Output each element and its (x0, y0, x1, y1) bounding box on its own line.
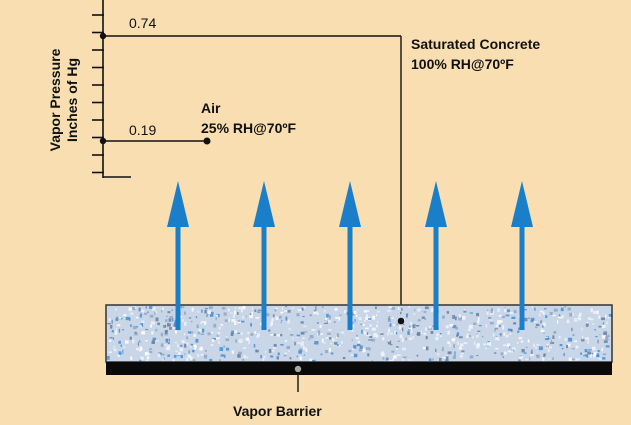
axis-dot-019 (100, 138, 106, 144)
axis-dot-074 (100, 33, 106, 39)
vapor-barrier (106, 362, 612, 375)
value-label-074: 0.74 (129, 15, 156, 31)
concrete-slab (106, 305, 612, 364)
air-end-dot (204, 138, 211, 145)
air-label: Air 25% RH@70ºF (201, 98, 296, 138)
vapor-barrier-dot (295, 366, 301, 372)
saturated-concrete-dot (398, 318, 405, 325)
axis-title-line1: Vapor Pressure (47, 49, 64, 152)
value-label-019: 0.19 (129, 122, 156, 138)
air-label-line1: Air (201, 98, 296, 118)
axis-title-line2: Inches of Hg (64, 49, 81, 152)
saturated-concrete-label: Saturated Concrete 100% RH@70ºF (411, 34, 540, 74)
saturated-concrete-label-line2: 100% RH@70ºF (411, 54, 540, 74)
air-label-line2: 25% RH@70ºF (201, 118, 296, 138)
vapor-barrier-label: Vapor Barrier (233, 403, 322, 419)
axis-title: Vapor Pressure Inches of Hg (47, 49, 81, 152)
saturated-concrete-label-line1: Saturated Concrete (411, 34, 540, 54)
